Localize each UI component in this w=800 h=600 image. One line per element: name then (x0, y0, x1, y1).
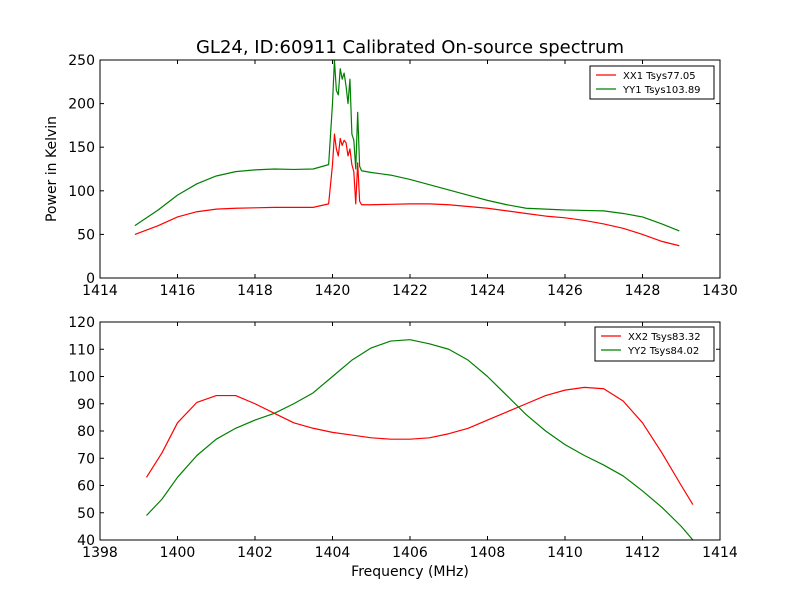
plot-area (145, 339, 694, 540)
x-tick-label: 1412 (625, 545, 661, 561)
x-tick-label: 1420 (315, 283, 351, 299)
x-tick-label: 1404 (315, 545, 351, 561)
legend: XX1 Tsys77.05 YY1 Tsys103.89 (589, 65, 715, 100)
x-tick-label: 1418 (237, 283, 273, 299)
y-tick-label: 120 (68, 315, 95, 331)
y-tick-label: 50 (77, 227, 95, 243)
y-tick-label: 70 (77, 451, 95, 467)
y-tick-label: 90 (77, 397, 95, 413)
y-tick-label: 110 (68, 342, 95, 358)
series-line-2 (146, 339, 694, 540)
legend: XX2 Tsys83.32 YY2 Tsys84.02 (594, 326, 715, 362)
x-tick-label: 1402 (237, 545, 273, 561)
y-tick-label: 80 (77, 424, 95, 440)
x-tick-label: 1398 (82, 545, 118, 561)
x-tick-label: 1416 (160, 283, 196, 299)
y-tick-label: 100 (68, 370, 95, 386)
legend-label-2: YY2 Tsys84.02 (627, 346, 699, 357)
legend-box (594, 326, 715, 362)
x-tick-label: 1424 (470, 283, 506, 299)
y-tick-label: 50 (77, 506, 95, 522)
subplots: 1414 1416 1418 1420 1422 1424 1426 1428 14300501… (68, 53, 738, 561)
x-tick-label: 1410 (547, 545, 583, 561)
legend-label-1: XX1 Tsys77.05 (623, 71, 696, 82)
legend-label-1: XX2 Tsys83.32 (628, 332, 701, 343)
y-axis-label: Power in Kelvin (44, 116, 60, 222)
x-tick-label: 1406 (392, 545, 428, 561)
subplot-2: 1398 1400 1402 1404 1406 1408 1410 1412 1414 40 50… (68, 315, 738, 561)
x-tick-label: 1428 (625, 283, 661, 299)
x-tick-label: 1408 (470, 545, 506, 561)
legend-box (589, 65, 715, 100)
y-tick-label: 60 (77, 479, 95, 495)
y-tick-label: 100 (68, 184, 95, 200)
x-axis-label: Frequency (MHz) (351, 564, 469, 580)
x-tick-label: 1430 (702, 283, 738, 299)
y-tick-label: 150 (68, 140, 95, 156)
x-tick-label: 1414 (702, 545, 738, 561)
series-line-1 (134, 133, 680, 247)
x-tick-label: 1422 (392, 283, 428, 299)
subplot-1: 1414 1416 1418 1420 1422 1424 1426 1428 1430 0 50 1… (68, 53, 738, 299)
x-tick-label: 1426 (547, 283, 583, 299)
y-tick-label: 200 (68, 97, 95, 113)
legend-label-2: YY1 Tsys103.89 (622, 85, 701, 96)
y-tick-label: 250 (68, 53, 95, 69)
series-line-1 (145, 386, 694, 505)
x-tick-label: 1414 (82, 283, 118, 299)
x-tick-label: 1400 (160, 545, 196, 561)
y-tick-label: 40 (77, 533, 95, 549)
series-line-2 (134, 60, 680, 232)
plot-area (134, 60, 680, 247)
y-tick-label: 0 (86, 271, 95, 287)
chart-title: GL24, ID:60911 Calibrated On-source spec… (196, 37, 624, 58)
